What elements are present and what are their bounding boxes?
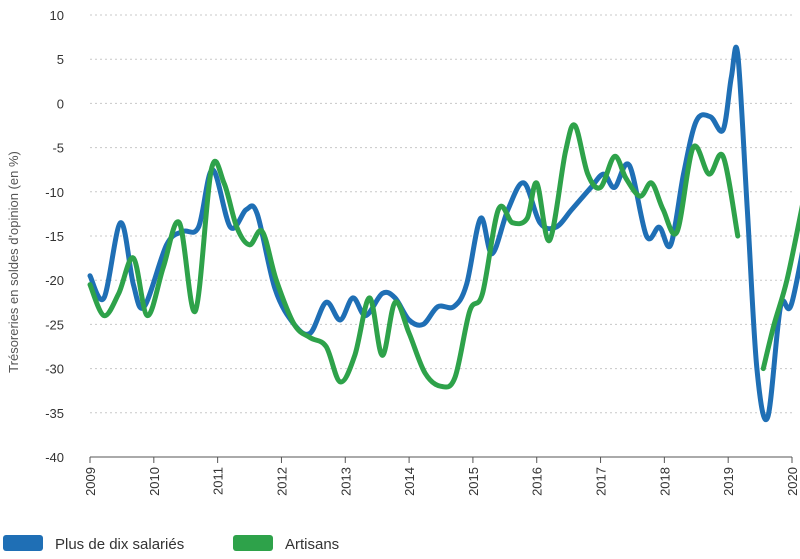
- series-line-2: [760, 204, 800, 372]
- series-line-1: [87, 122, 741, 390]
- grid-lines: [90, 14, 792, 458]
- legend: Plus de dix salariés Artisans: [3, 535, 339, 553]
- y-tick-label: 5: [57, 52, 64, 67]
- x-tick-label: 2014: [402, 467, 417, 496]
- x-tick-label: 2012: [274, 467, 289, 496]
- y-tick-label: -20: [45, 273, 64, 288]
- y-tick-label: -35: [45, 406, 64, 421]
- x-tick-label: 2018: [657, 467, 672, 496]
- legend-swatch: [3, 535, 43, 551]
- x-tick-label: 2010: [147, 467, 162, 496]
- x-tick-label: 2011: [211, 467, 226, 495]
- series-line-0: [87, 44, 800, 422]
- legend-swatch: [233, 535, 273, 551]
- y-tick-label: -40: [45, 450, 64, 465]
- legend-label: Plus de dix salariés: [55, 536, 184, 553]
- y-tick-label: 10: [50, 8, 64, 23]
- x-axis-ticks: 2009 2010 2011 2012 2013 2014 2015 2016 2017 2018…: [83, 456, 800, 496]
- x-tick-label: 2020: [785, 467, 800, 496]
- y-tick-label: 0: [57, 96, 64, 111]
- x-tick-label: 2017: [594, 467, 609, 496]
- y-tick-label: -15: [45, 229, 64, 244]
- x-tick-label: 2015: [466, 467, 481, 496]
- legend-label: Artisans: [285, 536, 339, 553]
- y-axis-label: Trésoreries en soldes d'opinion (en %): [6, 151, 21, 373]
- y-tick-label: -30: [45, 362, 64, 377]
- series-lines: [87, 44, 800, 422]
- y-tick-label: -10: [45, 185, 64, 200]
- y-tick-label: -5: [52, 141, 64, 156]
- x-tick-label: 2016: [530, 467, 545, 496]
- x-tick-label: 2009: [83, 467, 98, 496]
- x-tick-label: 2019: [721, 467, 736, 496]
- x-tick-label: 2013: [338, 467, 353, 496]
- y-axis-ticks: 10 5 0 -5 -10 -15 -20 -25 -30 -35 -40: [45, 8, 64, 465]
- y-tick-label: -25: [45, 317, 64, 332]
